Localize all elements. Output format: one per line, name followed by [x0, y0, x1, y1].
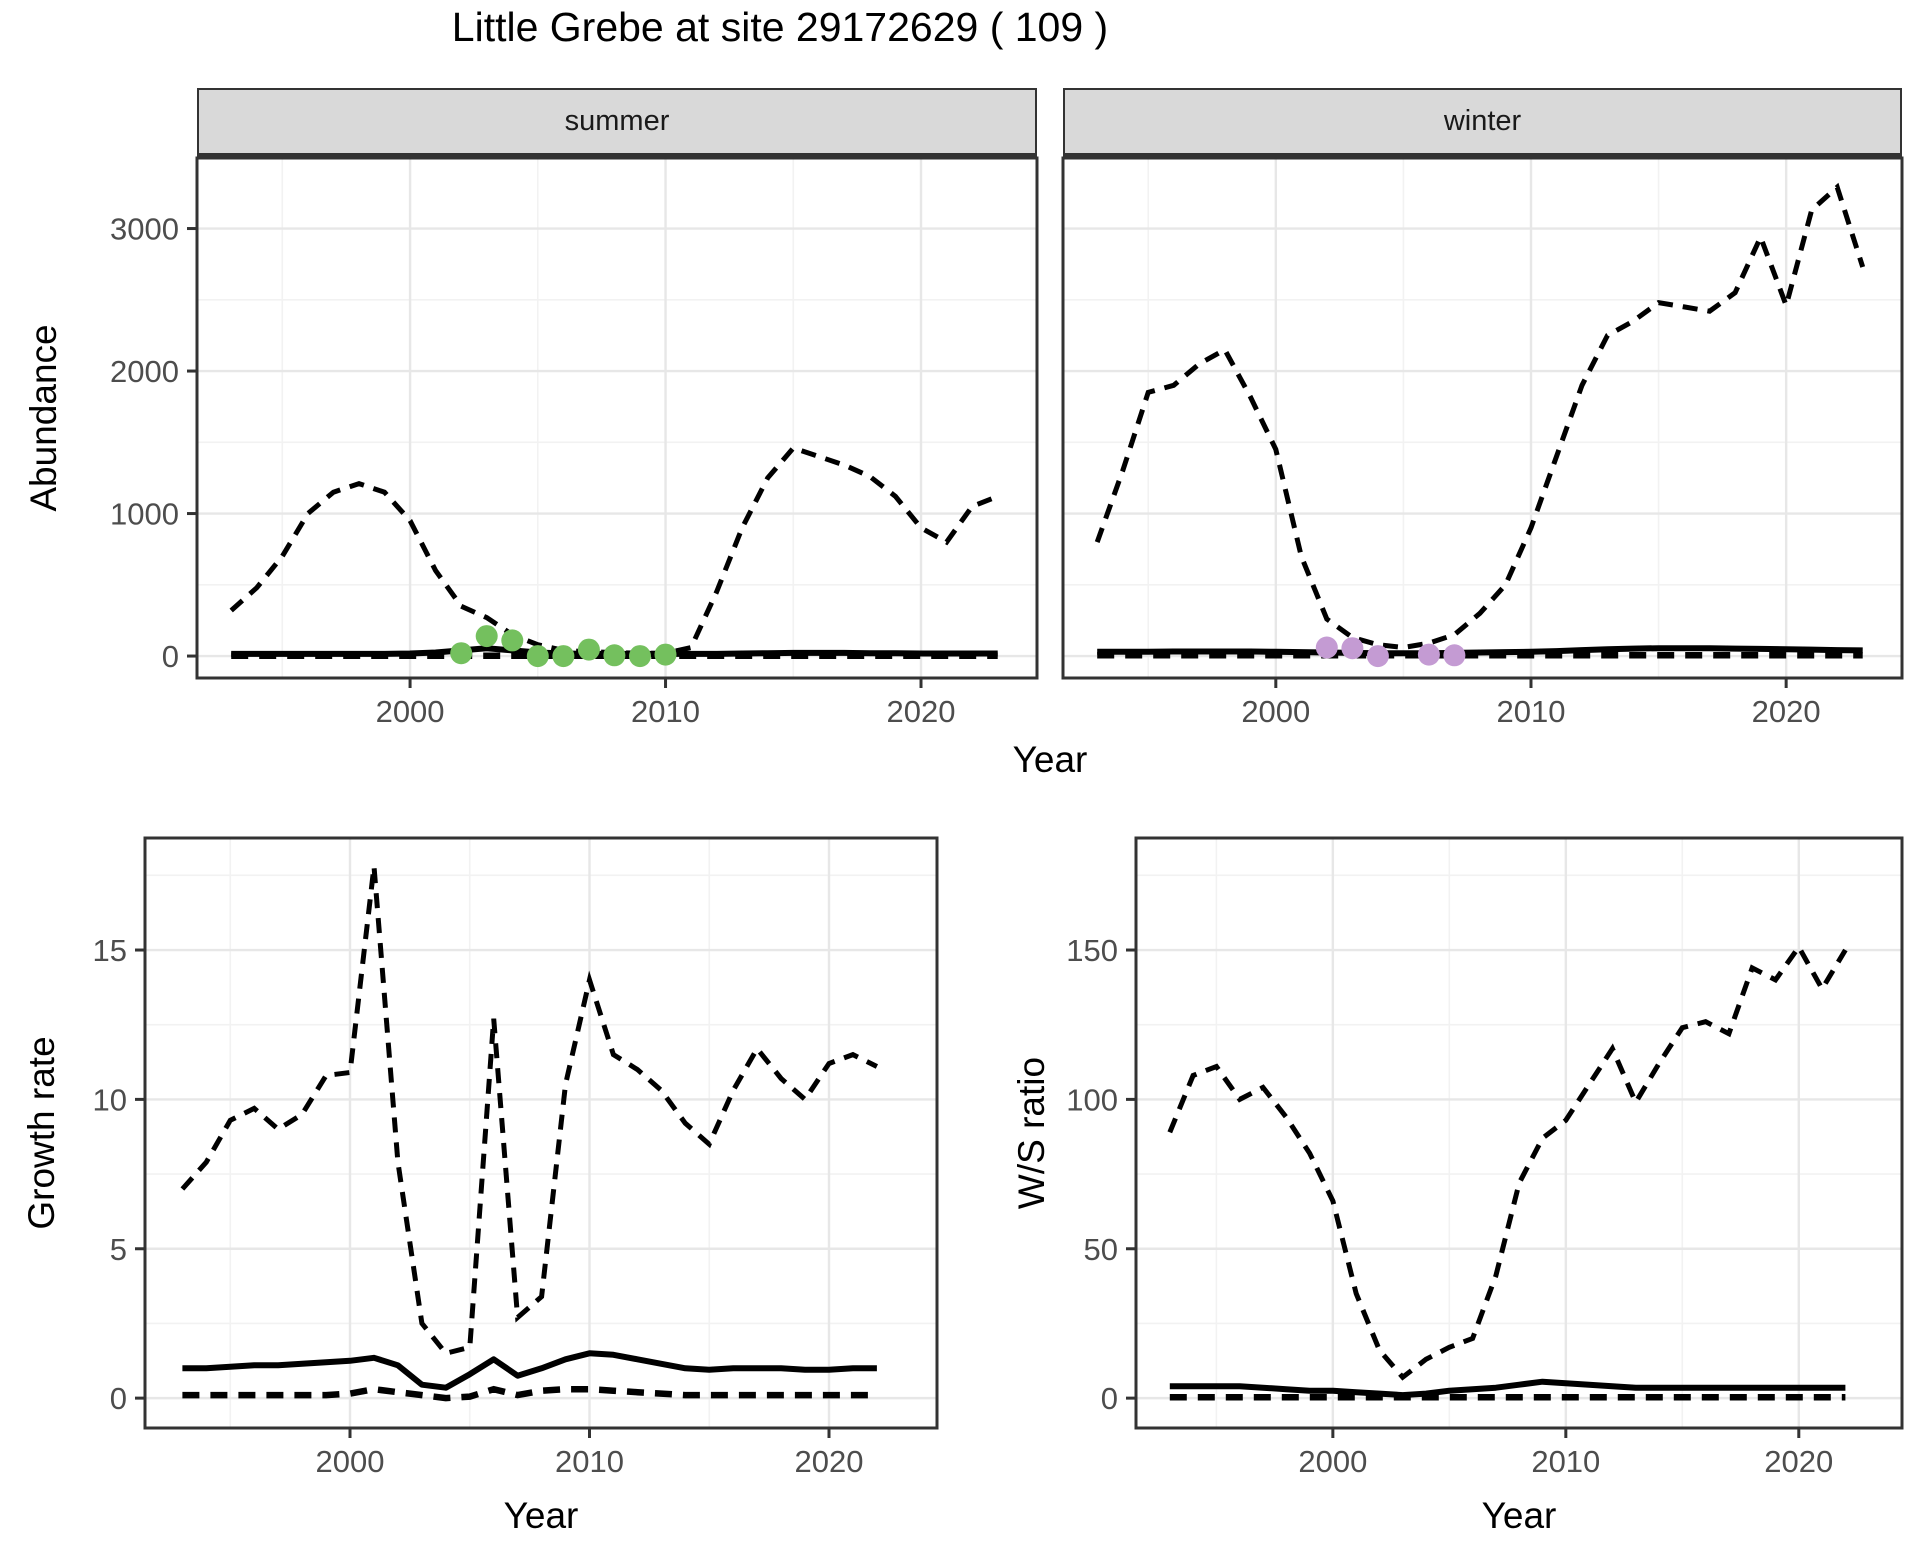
x-axis-title-year-top: Year: [1012, 739, 1088, 780]
panel-abundance-summer: 2000 2010 2020 0 1000 2000 3000: [110, 156, 1039, 729]
data-point-observed-counts: [450, 642, 473, 665]
series-line-fitted: [1169, 1378, 1846, 1399]
y-tick-label: 100: [1066, 1082, 1118, 1117]
panel-background: [197, 158, 1037, 678]
panel-border: [1134, 836, 1904, 1430]
data-point-observed-counts: [1417, 643, 1440, 666]
x-axis-title-year-growth: Year: [503, 1495, 579, 1536]
data-point-observed-counts: [552, 645, 575, 668]
panel-ws-ratio: 2000 2010 2020 0 50 100 150: [1066, 836, 1904, 1479]
x-tick-label: 2000: [316, 1444, 385, 1479]
chart-title: Little Grebe at site 29172629 ( 109 ): [451, 4, 1109, 50]
y-tick-label: 3000: [110, 212, 179, 247]
panel-border: [143, 836, 939, 1430]
panel-abundance-winter: 2000 2010 2020: [1061, 156, 1904, 729]
y-tick-label: 10: [93, 1082, 127, 1117]
y-axis-title-growth-rate: Growth rate: [21, 1036, 62, 1230]
data-point-observed-counts: [501, 629, 524, 652]
series-line-fitted: [182, 1350, 877, 1391]
y-axis-title-ws-ratio: W/S ratio: [1011, 1056, 1052, 1210]
x-tick-label: 2020: [1752, 694, 1821, 729]
data-point-observed-counts: [577, 638, 600, 661]
y-tick-label: 15: [93, 933, 127, 968]
panel-border: [1061, 156, 1904, 680]
panel-background: [1136, 838, 1902, 1428]
y-tick-label: 0: [110, 1381, 127, 1416]
y-axis-title-abundance: Abundance: [23, 324, 64, 512]
series-line-upper_ci: [180, 866, 879, 1357]
y-tick-label: 50: [1084, 1232, 1118, 1267]
y-tick-label: 2000: [110, 354, 179, 389]
data-point-observed-counts: [526, 645, 549, 668]
panel-growth-rate: 2000 2010 2020 0 5 10 15: [93, 836, 939, 1479]
x-tick-label: 2010: [1531, 1444, 1600, 1479]
x-tick-label: 2010: [631, 694, 700, 729]
data-point-observed-counts: [654, 643, 677, 666]
x-tick-label: 2020: [1764, 1444, 1833, 1479]
x-tick-label: 2000: [1241, 694, 1310, 729]
data-point-observed-counts: [1315, 636, 1338, 659]
series-line-fitted: [1097, 645, 1863, 657]
y-tick-label: 5: [110, 1232, 127, 1267]
panel-border: [195, 156, 1039, 680]
data-point-observed-counts: [603, 644, 626, 667]
panel-background: [1063, 158, 1902, 678]
x-tick-label: 2010: [1496, 694, 1565, 729]
facet-strip-winter: winter: [1063, 88, 1902, 158]
series-line-upper_ci: [1167, 942, 1848, 1381]
data-point-observed-counts: [475, 625, 498, 648]
x-tick-label: 2020: [795, 1444, 864, 1479]
series-line-upper_ci: [1094, 182, 1866, 651]
y-tick-label: 0: [162, 639, 179, 674]
data-point-observed-counts: [1341, 637, 1364, 660]
facet-strip-summer-label: summer: [564, 105, 670, 137]
y-tick-label: 1000: [110, 497, 179, 532]
x-tick-label: 2020: [887, 694, 956, 729]
facet-strip-summer: summer: [197, 88, 1037, 158]
y-tick-label: 0: [1101, 1381, 1118, 1416]
x-tick-label: 2000: [1298, 1444, 1367, 1479]
panel-background: [145, 838, 937, 1428]
x-tick-label: 2000: [376, 694, 445, 729]
series-line-lower_ci: [182, 1385, 877, 1402]
x-axis-title-year-ws: Year: [1481, 1495, 1557, 1536]
data-point-observed-counts: [1366, 645, 1389, 668]
y-tick-label: 150: [1066, 933, 1118, 968]
data-point-observed-counts: [1443, 644, 1466, 667]
x-tick-label: 2010: [555, 1444, 624, 1479]
data-point-observed-counts: [629, 645, 651, 668]
facet-strip-winter-label: winter: [1443, 105, 1522, 137]
